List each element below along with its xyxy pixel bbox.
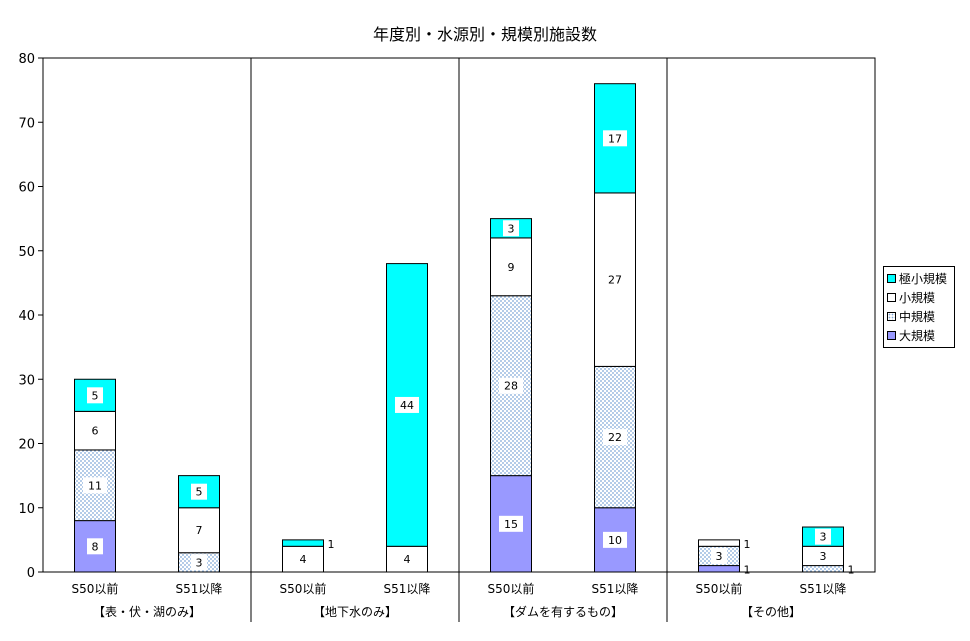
y-tick-label: 80: [18, 52, 35, 67]
data-label: 5: [196, 486, 203, 499]
data-label: 8: [92, 540, 99, 553]
legend-label: 大規模: [899, 329, 936, 343]
data-label: 11: [88, 479, 102, 492]
data-label: 7: [196, 524, 203, 537]
data-label: 44: [400, 399, 414, 412]
legend-label: 小規模: [899, 291, 936, 305]
data-label-bg: [815, 547, 831, 564]
data-label: 3: [820, 550, 827, 563]
x-tick-label: S51以降: [384, 582, 431, 596]
legend-swatch: [887, 274, 896, 283]
data-label-bg: [603, 271, 627, 288]
legend-item: 極小規模: [884, 269, 954, 288]
data-label-bg: [499, 515, 523, 532]
data-label-bg: [83, 477, 107, 494]
data-label: 6: [92, 425, 99, 438]
y-tick-label: 10: [18, 502, 35, 517]
y-tick-label: 40: [18, 309, 35, 324]
data-label: 3: [508, 222, 515, 235]
legend-item: 大規模: [884, 326, 954, 345]
data-label: 3: [716, 550, 723, 563]
data-label: 3: [196, 556, 203, 569]
data-label: 1: [744, 538, 751, 551]
y-tick-label: 70: [18, 116, 35, 131]
legend-item: 中規模: [884, 307, 954, 326]
data-label-bg: [603, 130, 627, 147]
data-label: 1: [848, 564, 855, 577]
data-label: 22: [608, 431, 622, 444]
x-tick-label: S51以降: [592, 582, 639, 596]
y-tick-label: 50: [18, 245, 35, 260]
data-label: 9: [508, 261, 515, 274]
data-label: 27: [608, 274, 622, 287]
bar-segment: [698, 565, 740, 573]
data-label: 15: [504, 518, 518, 531]
data-label: 4: [404, 553, 411, 566]
legend-swatch: [887, 331, 896, 340]
group-label: 【ダムを有するもの】: [503, 604, 623, 619]
data-label-bg: [87, 538, 103, 555]
x-tick-label: S51以降: [176, 582, 223, 596]
x-tick-label: S50以前: [696, 581, 743, 596]
data-label-bg: [711, 547, 727, 564]
legend-label: 中規模: [899, 310, 936, 324]
data-label: 3: [820, 531, 827, 544]
data-label: 10: [608, 534, 622, 547]
x-tick-label: S50以前: [280, 581, 327, 596]
data-label-bg: [191, 522, 207, 539]
bar-segment: [698, 539, 740, 547]
legend-swatch: [887, 293, 896, 302]
legend-swatch: [887, 312, 896, 321]
data-label-bg: [191, 554, 207, 571]
chart-title: 年度別・水源別・規模別施設数: [373, 25, 597, 44]
data-label-bg: [87, 422, 103, 439]
data-label-bg: [603, 531, 627, 548]
x-tick-label: S50以前: [488, 581, 535, 596]
bar-segment: [802, 565, 844, 573]
data-label-bg: [191, 483, 207, 500]
y-tick-label: 30: [18, 373, 35, 388]
data-label-bg: [503, 258, 519, 275]
data-label: 17: [608, 132, 622, 145]
data-label-bg: [503, 220, 519, 237]
data-label-bg: [499, 377, 523, 394]
data-label-bg: [603, 429, 627, 446]
data-label: 1: [328, 538, 335, 551]
data-label-bg: [87, 387, 103, 404]
data-label-bg: [399, 551, 415, 568]
y-tick-label: 20: [18, 438, 35, 453]
data-label: 4: [300, 553, 307, 566]
bar-segment: [282, 539, 324, 547]
data-label: 28: [504, 380, 518, 393]
data-label-bg: [815, 528, 831, 545]
group-label: 【その他】: [741, 605, 801, 619]
x-tick-label: S51以降: [800, 582, 847, 596]
legend-label: 極小規模: [899, 272, 948, 286]
y-tick-label: 60: [18, 181, 35, 196]
x-tick-label: S50以前: [72, 581, 119, 596]
data-label: 5: [92, 389, 99, 402]
data-label-bg: [395, 396, 419, 413]
group-label: 【地下水のみ】: [313, 605, 397, 619]
group-label: 【表・伏・湖のみ】: [93, 604, 201, 619]
legend-item: 小規模: [884, 288, 954, 307]
legend: 極小規模小規模中規模大規模: [883, 266, 955, 348]
data-label-bg: [295, 551, 311, 568]
y-tick-label: 0: [27, 566, 35, 581]
data-label: 1: [744, 564, 751, 577]
